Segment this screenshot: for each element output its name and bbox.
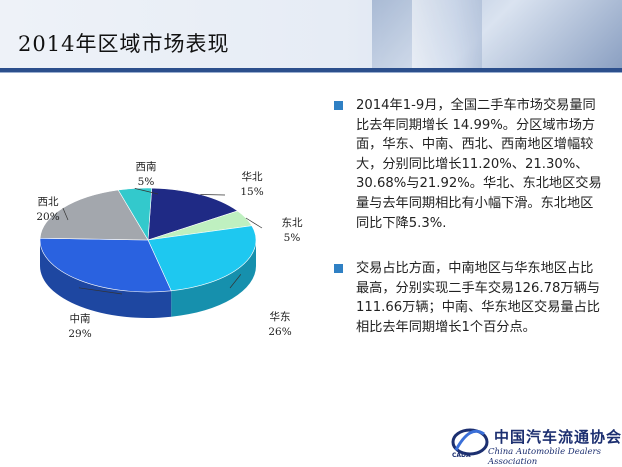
category-label: 华北: [242, 170, 263, 183]
header-band: 2014年区域市场表现: [0, 0, 622, 70]
category-label: 东北: [282, 216, 303, 229]
bullet-text: 交易占比方面，中南地区与华东地区占比最高，分别实现二手车交易126.78万辆与 …: [356, 261, 600, 335]
pie-chart-svg: 华北 15% 东北 5% 华东 26% 中南 29% 西北 20% 西南 5%: [36, 160, 303, 340]
leader-line: [229, 274, 242, 289]
value-label: 26%: [268, 326, 291, 338]
pie-slice-华北: [147, 187, 239, 241]
header-rule: [0, 68, 622, 72]
bullet-item: 2014年1-9月，全国二手车市场交易量同比去年同期增长 14.99%。分区域市…: [334, 96, 602, 233]
bullet-list: 2014年1-9月，全国二手车市场交易量同比去年同期增长 14.99%。分区域市…: [334, 96, 602, 364]
pie-slice-西北: [39, 189, 149, 241]
header-image: [372, 0, 622, 70]
category-label: 中南: [70, 312, 91, 325]
footer-org-cn: 中国汽车流通协会: [494, 428, 622, 446]
header-rule-thin: [0, 72, 622, 73]
leader-line: [200, 194, 226, 196]
pie-slice-中南: [39, 237, 172, 293]
value-label: 5%: [138, 176, 155, 188]
value-label: 20%: [36, 211, 59, 223]
value-label: 5%: [284, 232, 301, 244]
bullet-square-icon: [334, 264, 343, 274]
bullet-text: 2014年1-9月，全国二手车市场交易量同比去年同期增长 14.99%。分区域市…: [356, 98, 602, 231]
pie-slice-side: [171, 240, 256, 317]
pie-slice-side: [40, 240, 172, 318]
bullet-item: 交易占比方面，中南地区与华东地区占比最高，分别实现二手车交易126.78万辆与 …: [334, 259, 602, 337]
category-label: 西南: [136, 160, 157, 173]
footer-org-en: China Automobile Dealers Association: [488, 447, 601, 467]
footer-abbr: CADA: [452, 452, 471, 459]
category-label: 华东: [270, 310, 291, 323]
leader-line: [62, 207, 69, 221]
pie-chart: 华北 15% 东北 5% 华东 26% 中南 29% 西北 20% 西南 5%: [30, 150, 330, 360]
cada-logo-icon: [450, 420, 490, 460]
value-label: 15%: [240, 186, 263, 198]
bullet-square-icon: [334, 101, 343, 110]
leader-line: [134, 188, 159, 195]
category-label: 西北: [38, 196, 59, 208]
page-title: 2014年区域市场表现: [18, 32, 230, 56]
value-label: 29%: [68, 328, 91, 340]
pie-slice-华东: [147, 225, 257, 292]
leader-line: [78, 287, 123, 295]
leader-line: [245, 217, 263, 229]
